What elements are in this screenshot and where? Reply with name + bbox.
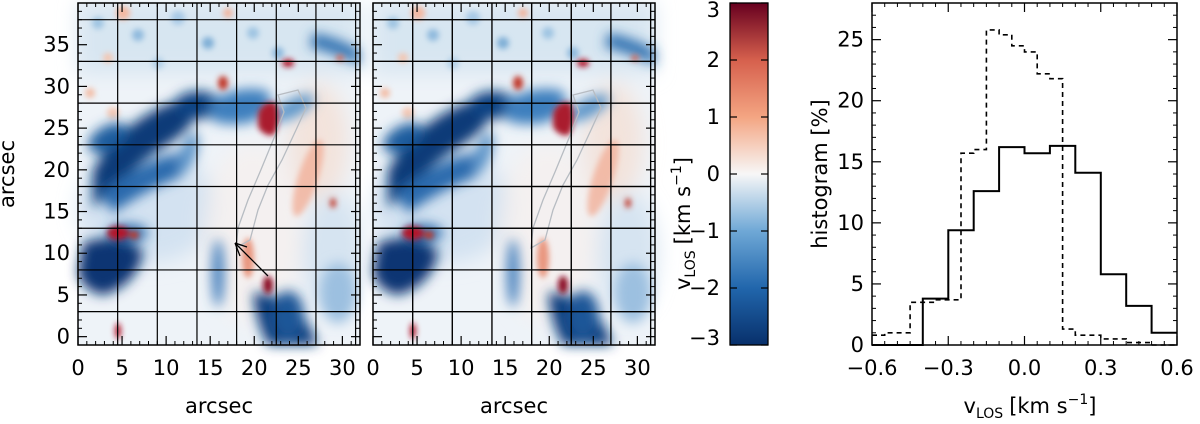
x-tick-label: 25 <box>285 356 312 380</box>
y-ticks-2 <box>373 10 655 338</box>
histogram-y-tick-label: 25 <box>837 28 864 52</box>
x-tick-label: 30 <box>329 356 356 380</box>
histogram-x-tick-label: −0.3 <box>923 356 974 380</box>
y-axis-label-1: arcsec <box>0 140 19 208</box>
y-tick-label: 0 <box>57 325 70 349</box>
histogram-solid-series <box>872 144 1177 346</box>
histogram-x-tick-label: 0.6 <box>1160 356 1193 380</box>
contour-1 <box>235 89 307 250</box>
y-tick-label: 35 <box>43 33 70 57</box>
x-tick-label: 5 <box>410 356 423 380</box>
histogram-x-label-main: v <box>964 394 976 418</box>
colorbar-label-sub: LOS <box>683 250 699 277</box>
y-tick-label: 25 <box>43 116 70 140</box>
histogram-frame <box>871 2 1178 346</box>
histogram-y-ticks: 0 5 10 15 20 25 <box>837 14 1177 357</box>
histogram-x-axis-label: vLOS [km s−1] <box>964 392 1097 422</box>
histogram-x-label-close: ] <box>1088 394 1096 418</box>
histogram-x-label-exp: −1 <box>1068 392 1089 408</box>
colorbar-label-close: ] <box>671 157 695 165</box>
colorbar-tick-label: 1 <box>707 105 720 129</box>
colorbar: −3 −2 −1 0 1 2 3 vLOS [km s−1] <box>669 0 769 350</box>
histogram-y-tick-label: 5 <box>851 272 864 296</box>
colorbar-tick-label: 3 <box>707 0 720 22</box>
x-tick-label: 0 <box>71 356 84 380</box>
histogram-x-label-sub: LOS <box>976 406 1003 422</box>
x-tick-label: 20 <box>241 356 268 380</box>
x-ticks-2: 0 5 10 15 20 25 30 <box>366 3 656 380</box>
x-tick-label: 20 <box>536 356 563 380</box>
map-panel-1: 0 5 10 15 20 25 30 0 5 10 15 20 25 30 35 arcsec arcse… <box>0 2 363 418</box>
histogram-x-label-unit: [km s <box>1009 394 1067 418</box>
histogram-panel: −0.6 −0.3 0.0 0.3 0.6 0 5 10 15 20 25 histogram [… <box>808 2 1194 422</box>
y-tick-label: 10 <box>43 241 70 265</box>
y-tick-label: 15 <box>43 200 70 224</box>
x-tick-label: 15 <box>492 356 519 380</box>
map-panel-2: 0 5 10 15 20 25 30 arcsec <box>366 2 658 418</box>
x-tick-label: 0 <box>366 356 379 380</box>
colorbar-label-unit: [km s <box>671 186 695 244</box>
x-tick-label: 15 <box>197 356 224 380</box>
x-tick-label: 10 <box>448 356 475 380</box>
x-axis-label-1: arcsec <box>185 394 253 418</box>
colorbar-tick-label: −1 <box>689 219 720 243</box>
y-tick-label: 5 <box>57 283 70 307</box>
y-tick-label: 30 <box>43 74 70 98</box>
histogram-y-tick-label: 20 <box>837 89 864 113</box>
grid-1 <box>78 3 360 345</box>
histogram-y-axis-label: histogram [%] <box>808 99 832 248</box>
colorbar-tick-label: 0 <box>707 162 720 186</box>
x-tick-label: 10 <box>153 356 180 380</box>
y-ticks-1: 0 5 10 15 20 25 30 35 <box>43 10 360 349</box>
x-tick-label: 30 <box>624 356 651 380</box>
colorbar-tick-label: 2 <box>707 48 720 72</box>
x-axis-label-2: arcsec <box>480 394 548 418</box>
histogram-x-tick-label: −0.6 <box>847 356 898 380</box>
colorbar-label: vLOS [km s−1] <box>669 157 699 290</box>
colorbar-label-exp: −1 <box>669 165 685 186</box>
colorbar-label-main: v <box>671 278 695 290</box>
histogram-y-tick-label: 15 <box>837 150 864 174</box>
colorbar-ticks: −3 −2 −1 0 1 2 3 <box>689 0 768 350</box>
x-tick-label: 25 <box>580 356 607 380</box>
histogram-x-tick-label: 0.0 <box>1008 356 1041 380</box>
x-ticks-1: 0 5 10 15 20 25 30 <box>71 3 361 380</box>
histogram-x-ticks: −0.6 −0.3 0.0 0.3 0.6 <box>847 3 1194 380</box>
colorbar-tick-label: −2 <box>689 276 720 300</box>
histogram-x-tick-label: 0.3 <box>1084 356 1117 380</box>
histogram-y-tick-label: 0 <box>851 333 864 357</box>
histogram-y-tick-label: 10 <box>837 211 864 235</box>
x-tick-label: 5 <box>115 356 128 380</box>
contour-2 <box>530 89 602 250</box>
y-tick-label: 20 <box>43 158 70 182</box>
colorbar-tick-label: −3 <box>689 326 720 350</box>
